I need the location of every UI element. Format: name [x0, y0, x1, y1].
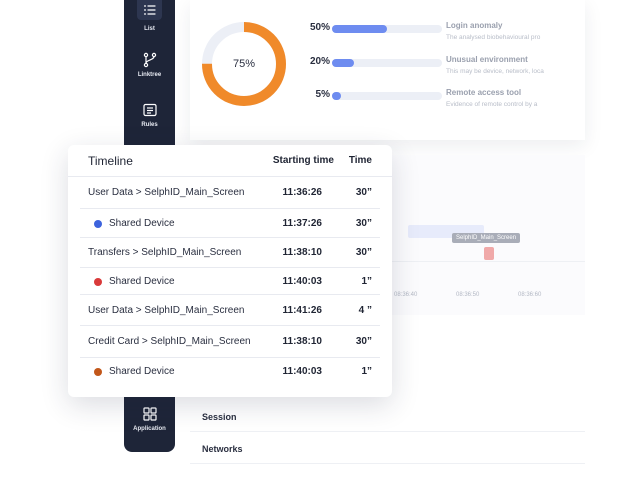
- sidebar-item-list[interactable]: List: [124, 0, 175, 32]
- section-session[interactable]: Session: [190, 402, 585, 432]
- metric-title: Remote access tool: [446, 88, 522, 97]
- metric-fill: [332, 59, 354, 67]
- sidebar-item-label: Application: [133, 426, 166, 432]
- axis-tick: 08:36:60: [518, 292, 542, 298]
- sidebar-item-linktree[interactable]: Linktree: [124, 52, 175, 78]
- duration: 30”: [355, 187, 372, 198]
- timeline-row[interactable]: User Data > SelphID_Main_Screen 11:36:26 3…: [80, 177, 380, 209]
- sidebar-item-label: Linktree: [137, 72, 162, 78]
- duration: 4 ”: [358, 305, 372, 316]
- section-networks[interactable]: Networks: [190, 434, 585, 464]
- metric-track: [332, 59, 442, 67]
- timeline-row[interactable]: Shared Device 11:40:03 1”: [80, 268, 380, 295]
- metric-track: [332, 92, 442, 100]
- metric-title: Unusual environment: [446, 55, 528, 64]
- risk-donut-chart: [202, 22, 286, 106]
- metric-description: This may be device, network, loca: [446, 68, 544, 75]
- duration: 30”: [355, 247, 372, 258]
- grid-icon: [142, 407, 157, 421]
- timeline-row[interactable]: User Data > SelphID_Main_Screen 11:41:26 4…: [80, 295, 380, 326]
- duration: 30”: [355, 336, 372, 347]
- metric-percent: 5%: [315, 89, 330, 100]
- event-name: Shared Device: [109, 218, 175, 229]
- sidebar-item-rules[interactable]: Rules: [124, 102, 175, 128]
- column-header-starting-time: Starting time: [272, 155, 334, 166]
- event-name: User Data > SelphID_Main_Screen: [88, 187, 245, 198]
- starting-time: 11:40:03: [282, 366, 322, 377]
- starting-time: 11:37:26: [282, 218, 322, 229]
- timeline-row[interactable]: Transfers > SelphID_Main_Screen 11:38:10 3…: [80, 238, 380, 268]
- axis-tick: 08:36:40: [394, 292, 418, 298]
- risk-overview-panel: [190, 0, 585, 140]
- timeline-row[interactable]: Shared Device 11:37:26 30”: [80, 209, 380, 238]
- column-header-timeline: Timeline: [88, 154, 133, 168]
- branch-icon: [143, 52, 156, 68]
- status-dot: [94, 278, 102, 286]
- axis-tick: 08:36:50: [456, 292, 480, 298]
- donut-progress: [202, 22, 286, 106]
- timeline-card: Timeline Starting time Time User Data > …: [68, 145, 392, 397]
- column-header-time: Time: [348, 155, 372, 166]
- metric-description: Evidence of remote control by a: [446, 101, 538, 108]
- event-name: Shared Device: [109, 366, 175, 377]
- duration: 1”: [361, 276, 372, 287]
- event-name: Shared Device: [109, 276, 175, 287]
- donut-value: 75%: [232, 58, 256, 70]
- metric-description: The analysed biobehavioural pro: [446, 34, 541, 41]
- gantt-tooltip: SelphID_Main_Screen: [452, 233, 521, 243]
- metric-percent: 20%: [309, 56, 330, 67]
- section-label: Session: [202, 412, 237, 422]
- list-icon: [143, 5, 156, 15]
- rules-icon: [142, 103, 157, 117]
- sidebar-item-label: List: [144, 26, 155, 32]
- event-name: User Data > SelphID_Main_Screen: [88, 305, 245, 316]
- starting-time: 11:40:03: [282, 276, 322, 287]
- starting-time: 11:36:26: [282, 187, 322, 198]
- gantt-bar-alert[interactable]: [484, 247, 494, 260]
- duration: 1”: [361, 366, 372, 377]
- sidebar-item-label: Rules: [141, 122, 158, 128]
- event-name: Credit Card > SelphID_Main_Screen: [88, 336, 251, 347]
- timeline-header: Timeline Starting time Time: [68, 145, 392, 177]
- status-dot: [94, 220, 102, 228]
- metric-track: [332, 25, 442, 33]
- metric-percent: 50%: [309, 22, 330, 33]
- event-name: Transfers > SelphID_Main_Screen: [88, 247, 242, 258]
- metric-fill: [332, 25, 387, 33]
- timeline-row[interactable]: Credit Card > SelphID_Main_Screen 11:38:1…: [80, 326, 380, 358]
- duration: 30”: [355, 218, 372, 229]
- starting-time: 11:38:10: [282, 247, 322, 258]
- section-label: Networks: [202, 444, 243, 454]
- metric-fill: [332, 92, 341, 100]
- timeline-row[interactable]: Shared Device 11:40:03 1”: [80, 358, 380, 385]
- starting-time: 11:38:10: [282, 336, 322, 347]
- status-dot: [94, 368, 102, 376]
- starting-time: 11:41:26: [282, 305, 322, 316]
- sidebar-item-application[interactable]: Application: [124, 406, 175, 432]
- metric-title: Login anomaly: [446, 21, 503, 30]
